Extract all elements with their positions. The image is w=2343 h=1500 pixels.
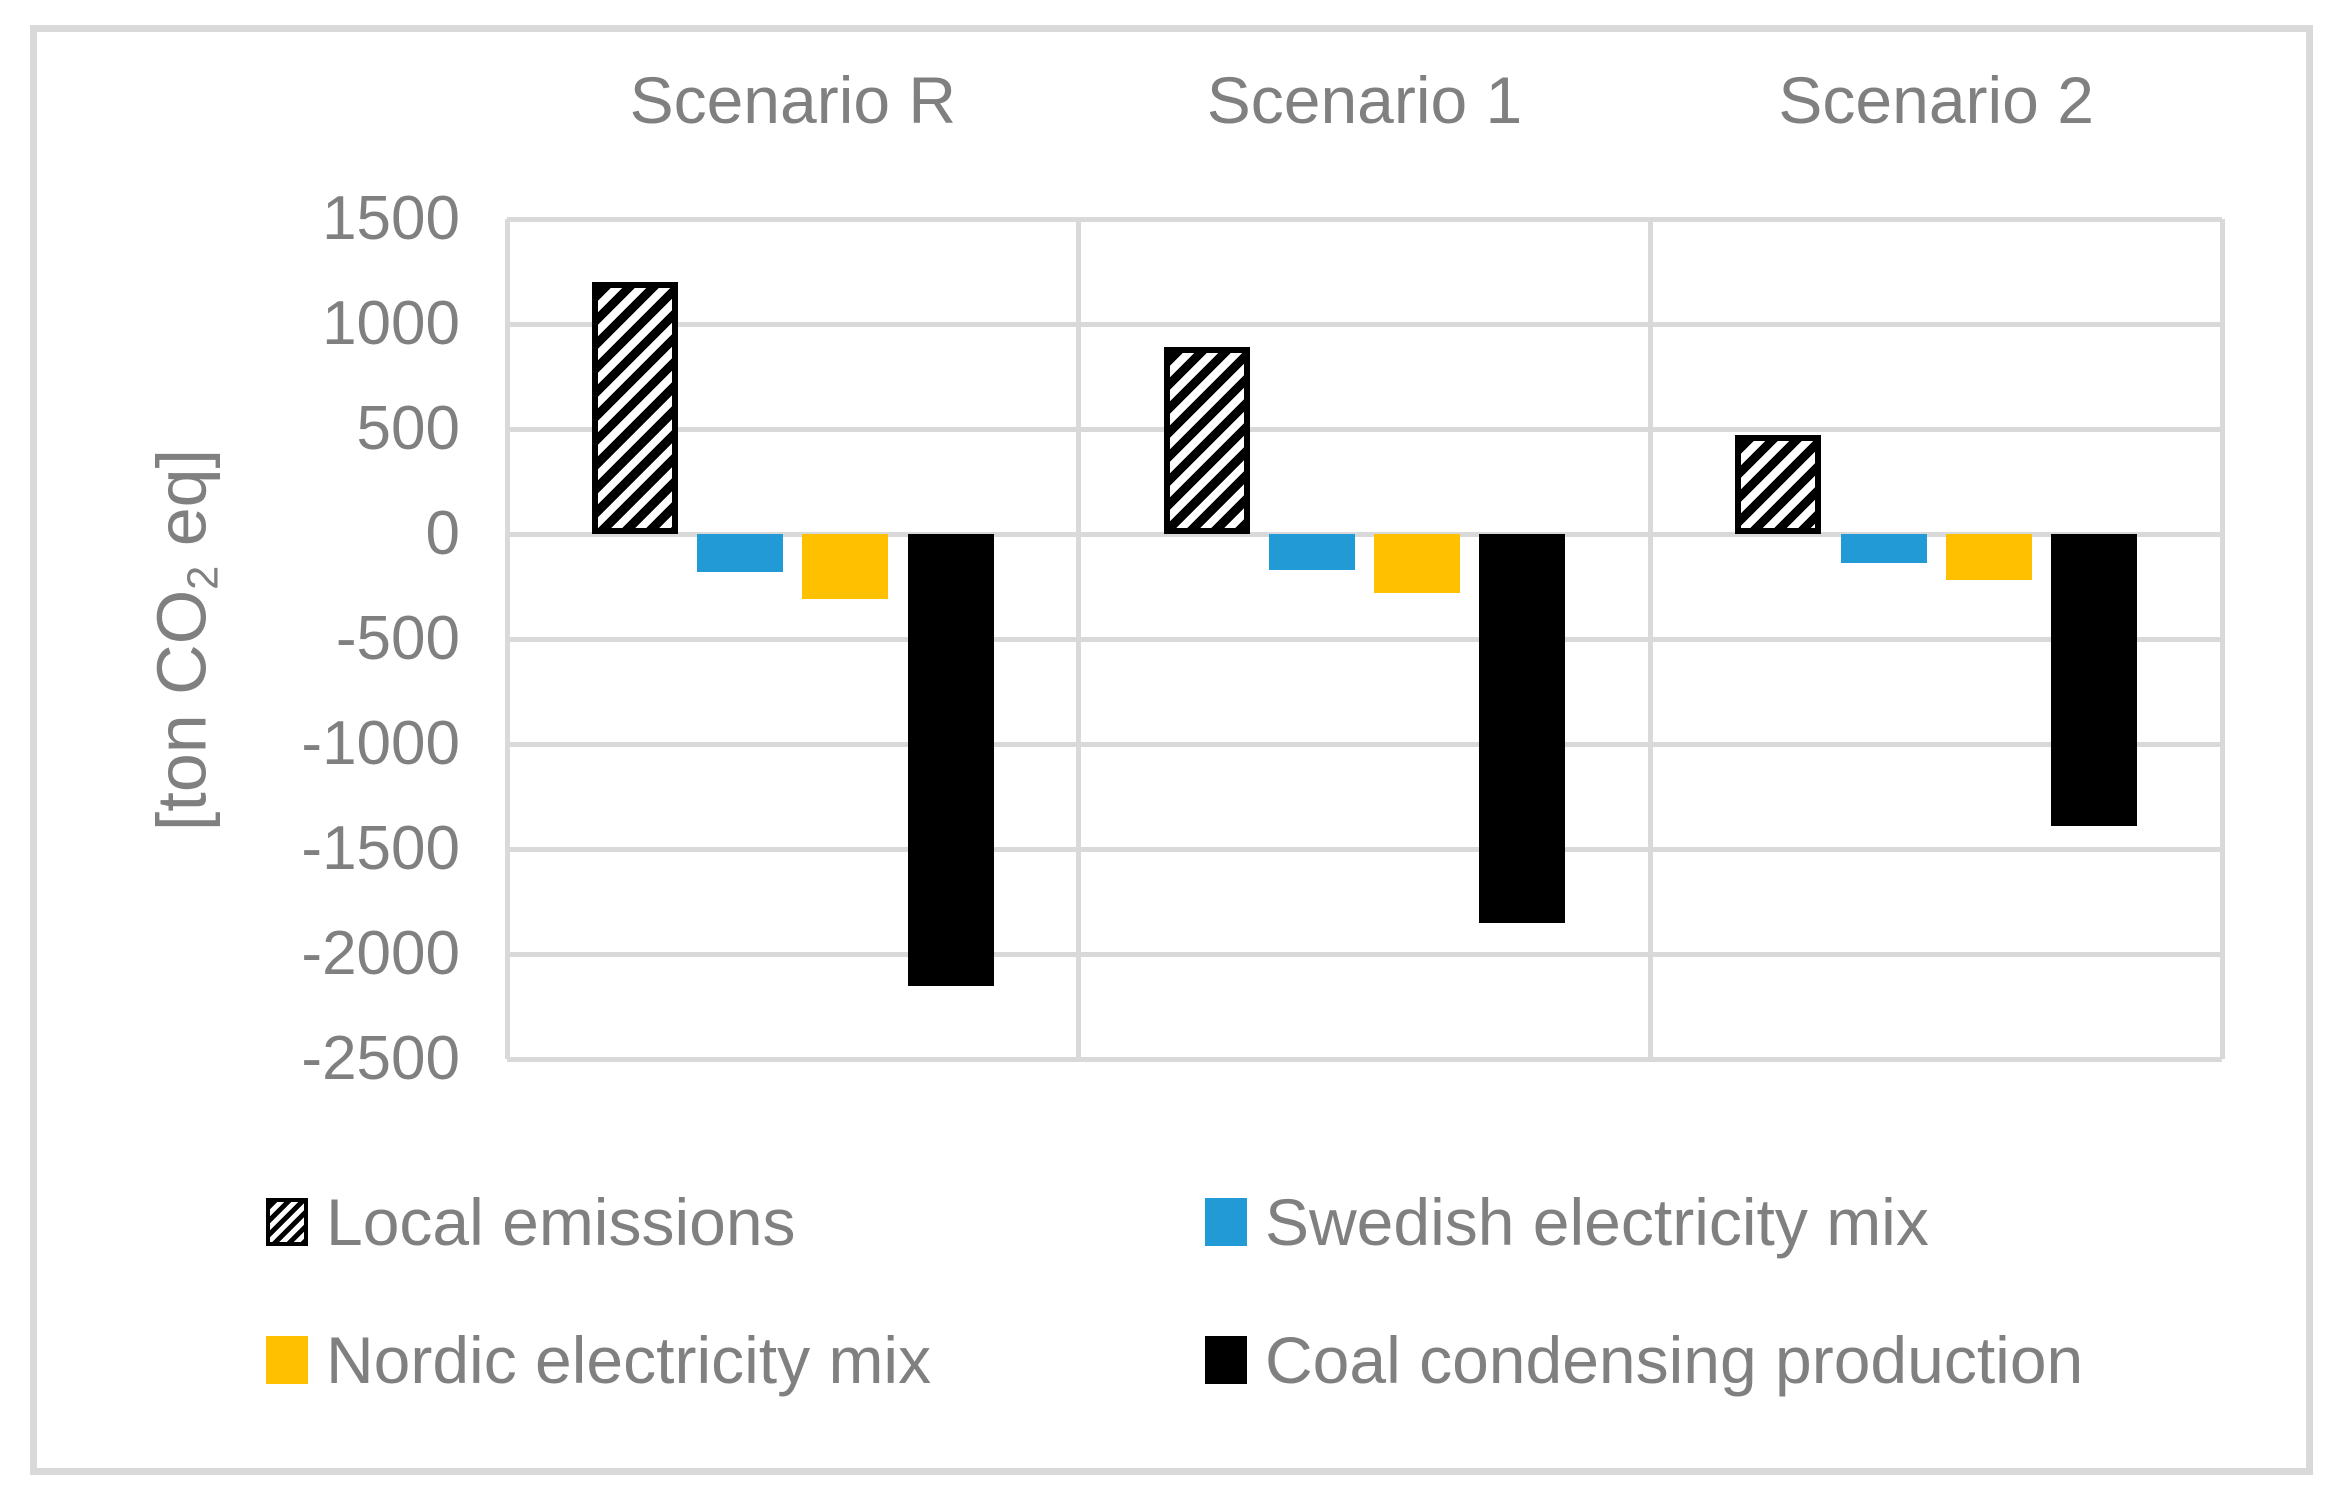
y-axis-line — [504, 219, 510, 1059]
y-tick-label--2500: -2500 — [301, 1024, 460, 1093]
y-tick-label-0: 0 — [425, 499, 460, 568]
legend-label: Coal condensing production — [1265, 1323, 2084, 1397]
y-tick-label--1000: -1000 — [301, 709, 460, 778]
gridline-y--500 — [507, 636, 2222, 642]
legend-label: Local emissions — [326, 1185, 796, 1259]
y-tick-label-1500: 1500 — [322, 184, 460, 253]
y-axis-title: [ton CO2 eq] — [141, 449, 228, 831]
bar-swedish-electricity-mix-scenario-1 — [1268, 534, 1355, 570]
bar-coal-condensing-production-scenario-r — [907, 534, 994, 986]
y-axis-title-text: [ton CO — [142, 589, 221, 832]
legend-swatch-icon — [1205, 1198, 1247, 1246]
y-axis-title-subscript: 2 — [179, 565, 228, 590]
legend-swatch-icon — [266, 1336, 308, 1384]
y-tick-label--2000: -2000 — [301, 919, 460, 988]
bar-nordic-electricity-mix-scenario-1 — [1374, 534, 1461, 593]
legend-label: Nordic electricity mix — [326, 1323, 932, 1397]
y-tick-label-1000: 1000 — [322, 289, 460, 358]
legend-item-swedish-electricity-mix: Swedish electricity mix — [1205, 1185, 1929, 1259]
y-tick-label-500: 500 — [356, 394, 460, 463]
legend-item-nordic-electricity-mix: Nordic electricity mix — [266, 1323, 931, 1397]
gridline-y-1000 — [507, 321, 2222, 327]
category-divider-3 — [2219, 219, 2225, 1059]
category-title-1: Scenario R — [629, 63, 957, 137]
gridline-y-1500 — [507, 216, 2222, 222]
bar-local-emissions-scenario-1 — [1163, 347, 1250, 534]
category-divider-1 — [1076, 219, 1082, 1059]
legend-item-local-emissions: Local emissions — [266, 1185, 796, 1259]
chart-outer-border — [30, 25, 2313, 1475]
gridline-y--1000 — [507, 741, 2222, 747]
bar-swedish-electricity-mix-scenario-2 — [1840, 534, 1927, 564]
gridline-y-500 — [507, 426, 2222, 432]
y-axis-title-unit: eq] — [142, 448, 221, 566]
legend-label: Swedish electricity mix — [1265, 1185, 1929, 1259]
bar-nordic-electricity-mix-scenario-r — [802, 534, 889, 600]
legend-swatch-icon — [1205, 1336, 1247, 1384]
bar-nordic-electricity-mix-scenario-2 — [1945, 534, 2032, 581]
bar-local-emissions-scenario-r — [591, 282, 678, 534]
gridline-y--1500 — [507, 846, 2222, 852]
bar-coal-condensing-production-scenario-1 — [1479, 534, 1566, 923]
y-tick-label--1500: -1500 — [301, 814, 460, 883]
legend-swatch-icon — [266, 1198, 308, 1246]
gridline-y--2000 — [507, 951, 2222, 957]
legend-item-coal-condensing-production: Coal condensing production — [1205, 1323, 2083, 1397]
bar-local-emissions-scenario-2 — [1735, 435, 1822, 534]
gridline-y-0 — [507, 531, 2222, 537]
bar-coal-condensing-production-scenario-2 — [2051, 534, 2138, 826]
category-divider-2 — [1647, 219, 1653, 1059]
y-tick-label--500: -500 — [335, 604, 460, 673]
category-title-2: Scenario 1 — [1206, 63, 1523, 137]
bar-swedish-electricity-mix-scenario-r — [697, 534, 784, 572]
gridline-y--2500 — [507, 1056, 2222, 1062]
category-title-3: Scenario 2 — [1778, 63, 2094, 137]
